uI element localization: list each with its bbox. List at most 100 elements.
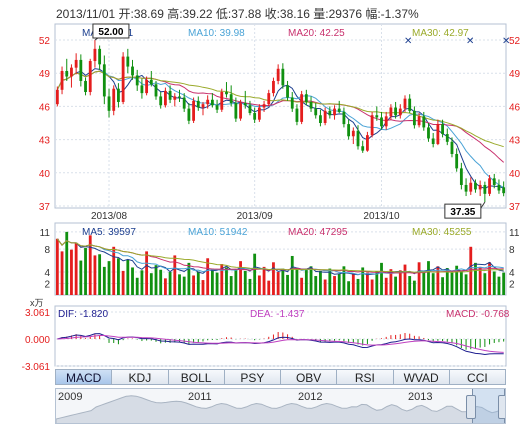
- price-tick-left: 49: [39, 69, 51, 80]
- candle-body: [469, 182, 473, 192]
- macd-legend-item: MACD: -0.768: [446, 309, 510, 320]
- volume-frame: [54, 222, 507, 296]
- candle-body: [262, 104, 266, 108]
- volume-bar: [422, 271, 426, 295]
- candle-body: [201, 104, 205, 108]
- volume-bar: [168, 272, 172, 295]
- volume-bar: [112, 246, 116, 295]
- candle-body: [370, 115, 374, 136]
- tab-wvad[interactable]: WVAD: [393, 369, 450, 385]
- volume-bar: [436, 266, 440, 295]
- volume-bar: [117, 258, 120, 295]
- volume-bar: [337, 273, 341, 295]
- tab-cci[interactable]: CCI: [449, 369, 506, 385]
- price-ma-line: [56, 70, 504, 148]
- volume-bar: [445, 268, 449, 295]
- tab-macd[interactable]: MACD: [55, 369, 113, 385]
- macd-legend-item: DEA: -1.437: [250, 309, 305, 320]
- price-panel: 52 52 49 49 46 46 43 43 40 40 37 37 2013/08 2013/09 20…: [39, 23, 521, 222]
- volume-bar: [483, 273, 487, 295]
- volume-bar: [389, 269, 393, 295]
- volume-legend-item: MA20: 47295: [288, 227, 348, 238]
- volume-bar: [126, 259, 130, 295]
- indicator-tabs: MACD KDJ BOLL PSY OBV RSI WVAD CCI: [55, 369, 506, 386]
- tab-boll[interactable]: BOLL: [168, 369, 225, 385]
- candle-body: [225, 92, 228, 95]
- candle-body: [464, 184, 468, 192]
- macd-tick-left: -3.061: [22, 362, 51, 370]
- volume-bar: [173, 255, 177, 295]
- candle-body: [173, 96, 177, 100]
- candle-body: [74, 59, 78, 68]
- range-navigator[interactable]: 2009 2011 2012 2013: [55, 388, 506, 424]
- volume-bar: [239, 261, 242, 295]
- candle-body: [502, 187, 506, 194]
- price-tick-right: 49: [509, 69, 521, 80]
- volume-bar: [304, 268, 308, 295]
- navigator-year: 2009: [58, 391, 83, 403]
- candle-body: [121, 56, 125, 102]
- volume-bar: [215, 272, 219, 295]
- volume-tick-left: 11: [40, 228, 51, 239]
- volume-bar: [427, 261, 430, 295]
- candle-body: [403, 98, 407, 109]
- tab-kdj[interactable]: KDJ: [112, 369, 169, 385]
- volume-bar: [248, 278, 252, 295]
- candle-body: [286, 85, 289, 98]
- candle-body: [337, 108, 341, 112]
- volume-bar: [262, 266, 266, 295]
- candle-body: [107, 96, 111, 111]
- price-tick-right: 52: [509, 36, 521, 47]
- candle-body: [93, 48, 97, 62]
- candle-body: [60, 70, 64, 90]
- volume-bar: [281, 268, 285, 295]
- candle-body: [492, 178, 496, 185]
- date-tick: 2013/08: [91, 211, 128, 222]
- header-bar: 2013/11/01 开:38.69 高:39.22 低:37.88 收:38.…: [0, 0, 523, 22]
- volume-bar: [182, 276, 186, 295]
- volume-bar: [140, 270, 144, 295]
- candle-body: [102, 64, 106, 97]
- volume-bar: [60, 251, 64, 295]
- candle-body: [196, 100, 200, 108]
- volume-tick-right: 2: [509, 280, 515, 291]
- date-tick: 2013/10: [363, 211, 400, 222]
- navigator-right-handle[interactable]: [498, 395, 505, 419]
- volume-bar: [314, 276, 318, 295]
- volume-bar: [384, 277, 388, 295]
- macd-panel: 3.061 0.000 -3.061 DIF: -1.820 DEA: -1.437 MA…: [22, 305, 510, 370]
- volume-bar: [102, 266, 106, 295]
- tab-rsi[interactable]: RSI: [337, 369, 394, 385]
- candle-body: [281, 68, 285, 86]
- tab-psy[interactable]: PSY: [224, 369, 281, 385]
- navigator-left-handle[interactable]: [466, 395, 476, 419]
- navigator-year: 2012: [298, 391, 323, 403]
- volume-bar: [342, 266, 346, 295]
- price-tick-left: 46: [39, 102, 51, 113]
- macd-frame: [54, 305, 507, 367]
- candle-body: [253, 113, 257, 120]
- navigator-chart: [56, 395, 505, 423]
- candle-body: [140, 85, 144, 94]
- volume-legend-item: MA5: 39597: [82, 227, 136, 238]
- price-tick-right: 40: [509, 169, 521, 180]
- tab-obv[interactable]: OBV: [281, 369, 338, 385]
- volume-bar: [257, 275, 261, 295]
- candle-body: [55, 89, 59, 105]
- candle-body: [178, 96, 181, 98]
- volume-bar: [502, 272, 506, 295]
- volume-bar: [450, 272, 454, 295]
- volume-bar: [225, 267, 228, 295]
- candle-body: [135, 75, 139, 86]
- volume-bar: [206, 258, 210, 295]
- volume-bar: [98, 254, 102, 295]
- volume-bar: [234, 269, 238, 295]
- price-legend-item: MA30: 42.97: [412, 28, 469, 39]
- volume-bar: [55, 238, 59, 295]
- candle-body: [276, 68, 280, 81]
- candle-body: [412, 110, 416, 126]
- volume-bar: [300, 277, 304, 295]
- annotation-label: 52.00: [98, 27, 123, 38]
- volume-bar: [267, 280, 271, 295]
